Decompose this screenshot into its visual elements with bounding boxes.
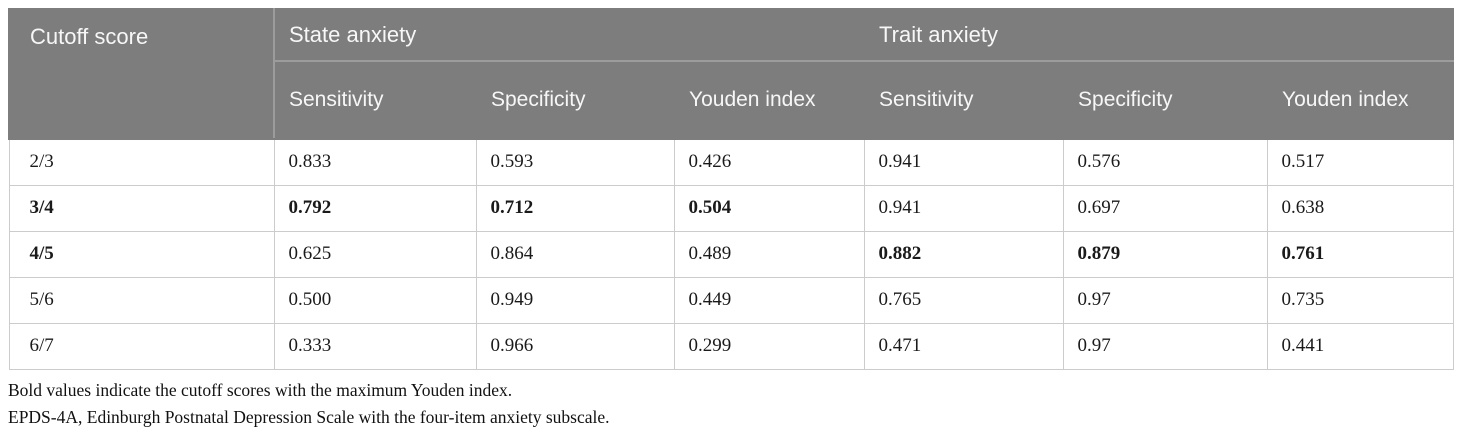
sub-header-state-sensitivity: Sensitivity	[273, 60, 477, 140]
sub-header-trait-youden-index: Youden index	[1266, 60, 1455, 140]
value-cell: 0.879	[1062, 230, 1268, 278]
value-cell: 0.441	[1266, 322, 1454, 370]
value-cell: 0.761	[1266, 230, 1454, 278]
value-cell: 0.517	[1266, 138, 1454, 186]
cutoff-cell: 2/3	[8, 138, 275, 186]
group-header-trait-anxiety: Trait anxiety	[863, 8, 1455, 62]
value-cell: 0.97	[1062, 276, 1268, 324]
table-row: 3/4 0.792 0.712 0.504 0.941 0.697 0.638	[8, 184, 1454, 232]
cutoff-cell: 4/5	[8, 230, 275, 278]
sub-header-trait-sensitivity: Sensitivity	[863, 60, 1065, 140]
value-cell: 0.504	[673, 184, 865, 232]
value-cell: 0.792	[273, 184, 477, 232]
table-header: Cutoff score State anxiety Trait anxiety…	[8, 8, 1455, 140]
value-cell: 0.941	[863, 138, 1064, 186]
footnote-bold-values: Bold values indicate the cutoff scores w…	[8, 379, 513, 400]
value-cell: 0.426	[673, 138, 865, 186]
value-cell: 0.765	[863, 276, 1064, 324]
group-header-row: Cutoff score State anxiety Trait anxiety	[8, 8, 1455, 140]
table-row: 5/6 0.500 0.949 0.449 0.765 0.97 0.735	[8, 276, 1454, 324]
table-body: 2/3 0.833 0.593 0.426 0.941 0.576 0.517 3/4 0.79…	[8, 138, 1454, 370]
value-cell: 0.712	[475, 184, 675, 232]
footnote-epds: EPDS-4A, Edinburgh Postnatal Depression …	[8, 406, 610, 427]
table-row: 4/5 0.625 0.864 0.489 0.882 0.879 0.761	[8, 230, 1454, 278]
value-cell: 0.949	[475, 276, 675, 324]
value-cell: 0.449	[673, 276, 865, 324]
sub-header-trait-specificity: Specificity	[1062, 60, 1269, 140]
value-cell: 0.882	[863, 230, 1064, 278]
value-cell: 0.489	[673, 230, 865, 278]
table-row: 2/3 0.833 0.593 0.426 0.941 0.576 0.517	[8, 138, 1454, 186]
value-cell: 0.941	[863, 184, 1064, 232]
cutoff-cell: 5/6	[8, 276, 275, 324]
value-cell: 0.593	[475, 138, 675, 186]
table-footnotes: Bold values indicate the cutoff scores w…	[8, 377, 1452, 431]
corner-header-cutoff-score: Cutoff score	[8, 8, 275, 140]
value-cell: 0.333	[273, 322, 477, 370]
cutoff-cell: 3/4	[8, 184, 275, 232]
value-cell: 0.735	[1266, 276, 1454, 324]
cutoff-cell: 6/7	[8, 322, 275, 370]
value-cell: 0.833	[273, 138, 477, 186]
value-cell: 0.625	[273, 230, 477, 278]
sub-header-row: Sensitivity Specificity Youden index Sen…	[9, 60, 1455, 140]
value-cell: 0.471	[863, 322, 1064, 370]
value-cell: 0.697	[1062, 184, 1268, 232]
value-cell: 0.638	[1266, 184, 1454, 232]
value-cell: 0.864	[475, 230, 675, 278]
value-cell: 0.299	[673, 322, 865, 370]
group-header-state-anxiety: State anxiety	[272, 8, 866, 62]
table-row: 6/7 0.333 0.966 0.299 0.471 0.97 0.441	[8, 322, 1454, 370]
sub-header-state-youden-index: Youden index	[672, 60, 866, 140]
sub-header-state-specificity: Specificity	[475, 60, 675, 140]
value-cell: 0.97	[1062, 322, 1268, 370]
cutoff-score-table: Cutoff score State anxiety Trait anxiety…	[8, 8, 1455, 370]
value-cell: 0.576	[1062, 138, 1268, 186]
value-cell: 0.500	[273, 276, 477, 324]
value-cell: 0.966	[475, 322, 675, 370]
